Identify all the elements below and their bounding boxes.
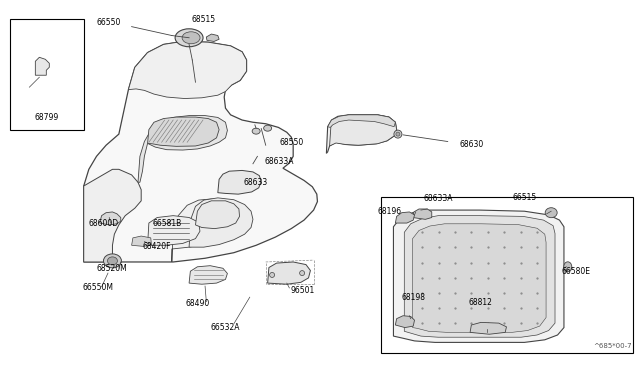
Text: 96501: 96501: [291, 286, 315, 295]
Bar: [381, 197, 633, 353]
Bar: [10, 19, 84, 131]
Polygon shape: [328, 115, 396, 128]
Polygon shape: [148, 216, 200, 245]
Text: 66532A: 66532A: [211, 323, 240, 332]
Text: 68812: 68812: [469, 298, 493, 307]
Polygon shape: [129, 41, 246, 99]
Ellipse shape: [108, 257, 118, 265]
Polygon shape: [330, 115, 397, 146]
Polygon shape: [84, 169, 141, 262]
Text: 68633: 68633: [243, 178, 268, 187]
Text: ^685*00-7: ^685*00-7: [593, 343, 632, 349]
Polygon shape: [268, 262, 310, 284]
Ellipse shape: [300, 270, 305, 276]
Polygon shape: [396, 316, 415, 328]
Polygon shape: [132, 236, 152, 246]
Ellipse shape: [252, 128, 260, 134]
Polygon shape: [470, 323, 506, 334]
Text: 66581B: 66581B: [153, 219, 182, 228]
Ellipse shape: [269, 272, 275, 278]
Text: 68550: 68550: [280, 138, 304, 147]
Ellipse shape: [396, 132, 400, 136]
Polygon shape: [138, 116, 227, 182]
Text: 66580E: 66580E: [561, 267, 590, 276]
Text: 68196: 68196: [378, 208, 402, 217]
Text: 68520M: 68520M: [97, 264, 127, 273]
Text: 68799: 68799: [35, 113, 59, 122]
Ellipse shape: [564, 262, 572, 272]
Text: 66550: 66550: [97, 18, 121, 27]
Ellipse shape: [104, 254, 122, 268]
Polygon shape: [206, 34, 219, 41]
Ellipse shape: [175, 29, 203, 47]
Ellipse shape: [545, 208, 557, 218]
Polygon shape: [195, 201, 239, 229]
Polygon shape: [218, 170, 261, 194]
Polygon shape: [84, 41, 317, 262]
Polygon shape: [413, 209, 432, 219]
Polygon shape: [413, 224, 546, 333]
Text: 68600D: 68600D: [89, 219, 119, 228]
Polygon shape: [172, 199, 242, 262]
Polygon shape: [189, 266, 227, 284]
Polygon shape: [148, 117, 219, 146]
Polygon shape: [394, 210, 564, 342]
Text: 68633A: 68633A: [264, 157, 294, 166]
Polygon shape: [404, 216, 555, 337]
Text: 68633A: 68633A: [424, 195, 453, 203]
Text: 68198: 68198: [402, 294, 426, 302]
Ellipse shape: [394, 130, 402, 138]
Text: 68630: 68630: [460, 140, 483, 149]
Polygon shape: [35, 57, 49, 75]
Polygon shape: [396, 212, 415, 223]
Text: 66550M: 66550M: [83, 283, 113, 292]
Ellipse shape: [264, 125, 271, 131]
Polygon shape: [189, 198, 253, 247]
Text: 66515: 66515: [512, 193, 536, 202]
Ellipse shape: [182, 32, 200, 44]
Polygon shape: [100, 212, 121, 225]
Polygon shape: [326, 115, 397, 153]
Text: 68420F: 68420F: [143, 241, 171, 250]
Text: 68515: 68515: [191, 16, 215, 25]
Text: 68490: 68490: [185, 299, 209, 308]
